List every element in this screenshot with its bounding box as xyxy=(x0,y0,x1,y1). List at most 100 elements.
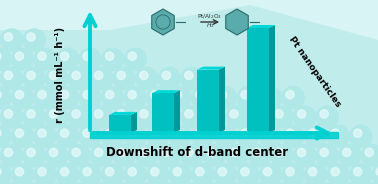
Circle shape xyxy=(117,110,125,118)
Circle shape xyxy=(113,68,135,89)
Circle shape xyxy=(241,129,249,137)
Circle shape xyxy=(34,164,56,184)
Circle shape xyxy=(294,183,316,184)
Circle shape xyxy=(0,129,1,137)
Circle shape xyxy=(128,52,136,60)
Circle shape xyxy=(124,87,146,109)
Circle shape xyxy=(173,167,181,176)
Circle shape xyxy=(376,167,378,176)
Circle shape xyxy=(260,87,282,109)
Circle shape xyxy=(207,71,215,80)
Circle shape xyxy=(181,106,203,128)
Circle shape xyxy=(46,183,68,184)
Text: Downshift of d-band center: Downshift of d-band center xyxy=(106,146,288,160)
Circle shape xyxy=(282,164,304,184)
Circle shape xyxy=(196,129,204,137)
Circle shape xyxy=(226,106,248,128)
Circle shape xyxy=(136,68,158,89)
Circle shape xyxy=(27,33,35,41)
Circle shape xyxy=(241,167,249,176)
Circle shape xyxy=(83,129,91,137)
Circle shape xyxy=(305,125,327,147)
Text: r (mmol mL⁻¹ h⁻¹): r (mmol mL⁻¹ h⁻¹) xyxy=(55,27,65,123)
Circle shape xyxy=(23,68,45,89)
Circle shape xyxy=(4,148,12,157)
Circle shape xyxy=(162,110,170,118)
Circle shape xyxy=(0,144,23,167)
Circle shape xyxy=(4,110,12,118)
Circle shape xyxy=(260,164,282,184)
Circle shape xyxy=(57,125,79,147)
Polygon shape xyxy=(247,25,275,28)
Circle shape xyxy=(91,106,113,128)
Circle shape xyxy=(226,183,248,184)
Circle shape xyxy=(79,125,101,147)
Circle shape xyxy=(68,106,90,128)
Polygon shape xyxy=(226,9,248,35)
Circle shape xyxy=(237,125,259,147)
Circle shape xyxy=(23,183,45,184)
Polygon shape xyxy=(219,67,225,133)
Circle shape xyxy=(207,148,215,157)
Circle shape xyxy=(117,71,125,80)
Circle shape xyxy=(185,71,193,80)
Circle shape xyxy=(297,148,306,157)
Circle shape xyxy=(353,129,362,137)
Circle shape xyxy=(305,164,327,184)
Circle shape xyxy=(68,183,90,184)
Circle shape xyxy=(253,110,261,118)
Circle shape xyxy=(237,164,259,184)
Bar xyxy=(197,70,219,133)
Circle shape xyxy=(60,167,69,176)
Circle shape xyxy=(249,144,271,167)
Circle shape xyxy=(57,48,79,70)
Circle shape xyxy=(185,110,193,118)
Circle shape xyxy=(128,167,136,176)
Circle shape xyxy=(136,183,158,184)
Circle shape xyxy=(46,144,68,167)
Circle shape xyxy=(83,91,91,99)
Circle shape xyxy=(38,129,46,137)
Circle shape xyxy=(361,183,378,184)
Circle shape xyxy=(181,68,203,89)
Circle shape xyxy=(34,87,56,109)
Circle shape xyxy=(297,110,306,118)
Circle shape xyxy=(0,167,1,176)
Circle shape xyxy=(124,48,146,70)
Circle shape xyxy=(0,183,23,184)
Polygon shape xyxy=(174,90,180,133)
Polygon shape xyxy=(109,112,137,115)
Circle shape xyxy=(38,167,46,176)
Circle shape xyxy=(0,125,11,147)
Circle shape xyxy=(50,148,58,157)
Bar xyxy=(247,28,269,133)
Circle shape xyxy=(339,183,361,184)
Circle shape xyxy=(139,110,148,118)
Circle shape xyxy=(263,167,272,176)
Circle shape xyxy=(105,129,114,137)
Circle shape xyxy=(320,148,328,157)
Circle shape xyxy=(12,87,34,109)
Circle shape xyxy=(331,129,339,137)
Circle shape xyxy=(203,144,226,167)
Circle shape xyxy=(316,144,338,167)
Polygon shape xyxy=(131,112,137,133)
Circle shape xyxy=(46,68,68,89)
Circle shape xyxy=(365,148,373,157)
Circle shape xyxy=(230,110,238,118)
Text: $\mathit{H}_2$: $\mathit{H}_2$ xyxy=(206,22,214,30)
Circle shape xyxy=(128,91,136,99)
Circle shape xyxy=(372,164,378,184)
Circle shape xyxy=(15,52,24,60)
Circle shape xyxy=(91,68,113,89)
Circle shape xyxy=(286,167,294,176)
Circle shape xyxy=(15,129,24,137)
Circle shape xyxy=(162,71,170,80)
Circle shape xyxy=(150,91,159,99)
Circle shape xyxy=(237,87,259,109)
Circle shape xyxy=(308,167,317,176)
Circle shape xyxy=(68,144,90,167)
Circle shape xyxy=(203,183,226,184)
Circle shape xyxy=(139,148,148,157)
Circle shape xyxy=(263,91,272,99)
